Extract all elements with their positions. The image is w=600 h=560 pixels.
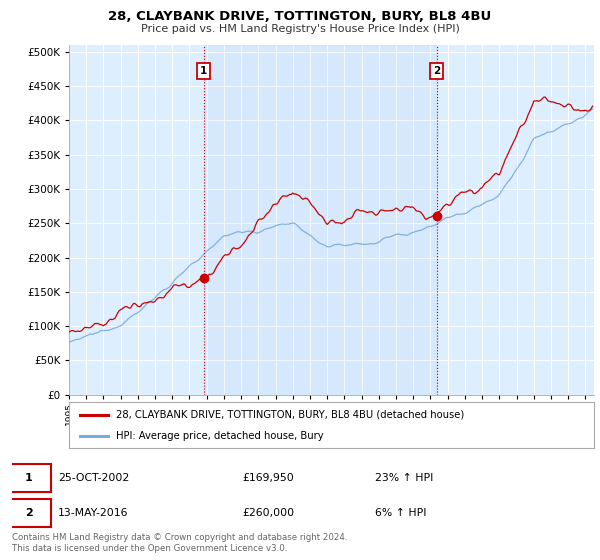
Text: 1: 1 — [200, 66, 207, 76]
Bar — [203, 45, 437, 395]
Text: 1: 1 — [25, 473, 32, 483]
Text: HPI: Average price, detached house, Bury: HPI: Average price, detached house, Bury — [116, 431, 324, 441]
Text: 2: 2 — [25, 508, 32, 518]
Text: 2: 2 — [433, 66, 440, 76]
Text: £169,950: £169,950 — [242, 473, 294, 483]
Text: 6% ↑ HPI: 6% ↑ HPI — [375, 508, 427, 518]
Text: 25-OCT-2002: 25-OCT-2002 — [58, 473, 130, 483]
FancyBboxPatch shape — [6, 464, 51, 492]
Text: Contains HM Land Registry data © Crown copyright and database right 2024.
This d: Contains HM Land Registry data © Crown c… — [12, 533, 347, 553]
Text: 28, CLAYBANK DRIVE, TOTTINGTON, BURY, BL8 4BU (detached house): 28, CLAYBANK DRIVE, TOTTINGTON, BURY, BL… — [116, 410, 464, 420]
Text: £260,000: £260,000 — [242, 508, 295, 518]
Text: 13-MAY-2016: 13-MAY-2016 — [58, 508, 128, 518]
Text: 23% ↑ HPI: 23% ↑ HPI — [375, 473, 433, 483]
Text: 28, CLAYBANK DRIVE, TOTTINGTON, BURY, BL8 4BU: 28, CLAYBANK DRIVE, TOTTINGTON, BURY, BL… — [109, 10, 491, 23]
FancyBboxPatch shape — [6, 499, 51, 527]
Text: Price paid vs. HM Land Registry's House Price Index (HPI): Price paid vs. HM Land Registry's House … — [140, 24, 460, 34]
